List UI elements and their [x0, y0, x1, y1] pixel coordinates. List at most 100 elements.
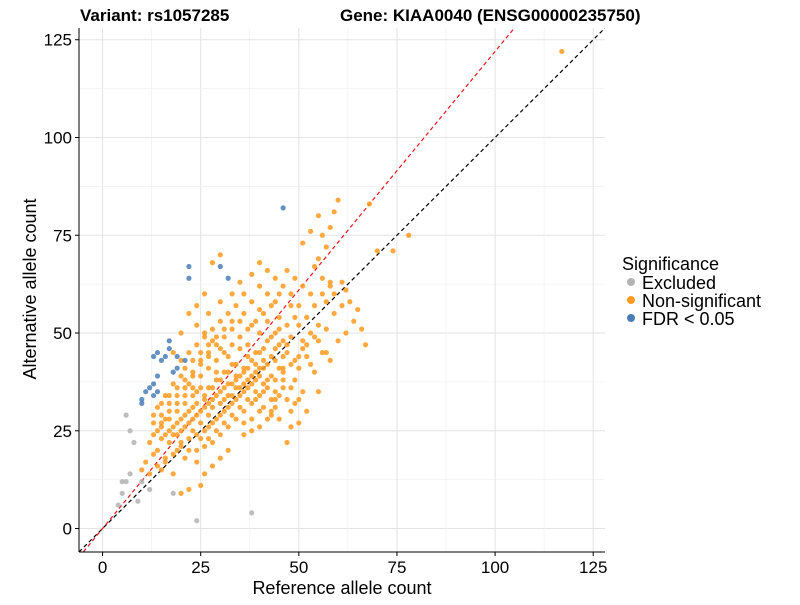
- point-non-significant: [339, 279, 345, 285]
- point-non-significant: [198, 435, 204, 442]
- point-non-significant: [319, 275, 325, 281]
- point-non-significant: [311, 334, 318, 340]
- point-non-significant: [327, 357, 333, 363]
- point-non-significant: [304, 353, 310, 360]
- legend-item-non-significant: Non-significant: [627, 291, 761, 311]
- point-non-significant: [276, 342, 282, 348]
- point-non-significant: [331, 310, 337, 317]
- point-non-significant: [217, 389, 223, 395]
- point-non-significant: [174, 408, 180, 414]
- point-non-significant: [194, 303, 200, 309]
- point-non-significant: [178, 443, 184, 450]
- point-non-significant: [202, 471, 208, 477]
- point-non-significant: [178, 416, 184, 422]
- point-non-significant: [256, 349, 263, 356]
- point-non-significant: [272, 404, 278, 410]
- point-non-significant: [221, 396, 227, 403]
- point-non-significant: [300, 389, 306, 395]
- point-non-significant: [166, 400, 172, 407]
- point-non-significant: [225, 404, 231, 410]
- point-non-significant: [268, 412, 274, 418]
- point-non-significant: [319, 291, 325, 297]
- point-non-significant: [331, 291, 337, 297]
- point-non-significant: [174, 385, 180, 391]
- point-non-significant: [209, 463, 216, 469]
- point-non-significant: [272, 330, 278, 336]
- chart-title-variant: Variant: rs1057285: [80, 6, 229, 25]
- point-excluded: [135, 498, 141, 504]
- point-non-significant: [182, 412, 188, 418]
- point-non-significant: [249, 299, 255, 305]
- point-non-significant: [158, 420, 165, 426]
- x-tick-label: 0: [98, 558, 107, 577]
- point-non-significant: [166, 392, 172, 399]
- point-non-significant: [253, 369, 259, 375]
- point-fdr-0-05: [162, 353, 168, 360]
- point-non-significant: [315, 389, 322, 395]
- point-non-significant: [205, 353, 212, 360]
- point-non-significant: [194, 459, 200, 465]
- point-non-significant: [260, 389, 267, 395]
- tick-labels: 0 25 50 75 100 125 0 25 50 75 100 125: [44, 31, 608, 577]
- point-non-significant: [315, 338, 322, 344]
- point-non-significant: [154, 428, 161, 434]
- point-non-significant: [276, 416, 282, 422]
- point-non-significant: [190, 416, 196, 422]
- point-non-significant: [253, 396, 259, 403]
- point-non-significant: [213, 428, 219, 434]
- point-non-significant: [241, 432, 247, 438]
- point-non-significant: [205, 310, 212, 317]
- point-non-significant: [272, 275, 278, 281]
- point-non-significant: [241, 420, 247, 426]
- point-non-significant: [233, 303, 239, 309]
- point-non-significant: [245, 342, 251, 348]
- point-non-significant: [229, 412, 235, 418]
- point-excluded: [115, 502, 121, 508]
- point-non-significant: [280, 385, 286, 391]
- point-non-significant: [194, 342, 200, 348]
- point-non-significant: [249, 373, 255, 379]
- point-non-significant: [268, 373, 274, 379]
- point-non-significant: [190, 428, 196, 434]
- data-points: [115, 48, 565, 524]
- point-non-significant: [276, 314, 282, 320]
- point-non-significant: [202, 334, 208, 340]
- point-non-significant: [264, 267, 271, 274]
- point-non-significant: [256, 392, 263, 399]
- point-fdr-0-05: [182, 357, 188, 363]
- point-non-significant: [276, 291, 282, 297]
- point-non-significant: [304, 408, 310, 414]
- point-non-significant: [347, 299, 353, 305]
- point-non-significant: [249, 416, 255, 422]
- point-non-significant: [296, 322, 302, 328]
- point-non-significant: [194, 432, 200, 438]
- point-non-significant: [359, 326, 365, 332]
- point-non-significant: [264, 291, 271, 297]
- point-non-significant: [268, 353, 274, 360]
- point-non-significant: [296, 353, 302, 360]
- point-non-significant: [260, 346, 267, 352]
- point-non-significant: [264, 361, 271, 367]
- point-non-significant: [268, 334, 274, 340]
- point-non-significant: [205, 365, 212, 371]
- point-non-significant: [335, 338, 341, 344]
- point-non-significant: [249, 271, 255, 277]
- point-non-significant: [323, 326, 329, 332]
- point-non-significant: [237, 346, 243, 352]
- point-non-significant: [272, 396, 278, 403]
- point-non-significant: [559, 48, 565, 55]
- point-non-significant: [186, 310, 192, 317]
- point-non-significant: [213, 377, 219, 383]
- point-non-significant: [178, 357, 184, 363]
- point-non-significant: [225, 424, 231, 430]
- point-non-significant: [150, 432, 157, 438]
- point-non-significant: [213, 357, 219, 363]
- point-non-significant: [256, 330, 263, 336]
- point-non-significant: [217, 318, 223, 324]
- point-non-significant: [260, 357, 267, 363]
- point-non-significant: [225, 392, 231, 399]
- point-non-significant: [182, 377, 188, 383]
- point-non-significant: [237, 373, 243, 379]
- point-non-significant: [253, 318, 259, 324]
- point-fdr-0-05: [174, 353, 180, 360]
